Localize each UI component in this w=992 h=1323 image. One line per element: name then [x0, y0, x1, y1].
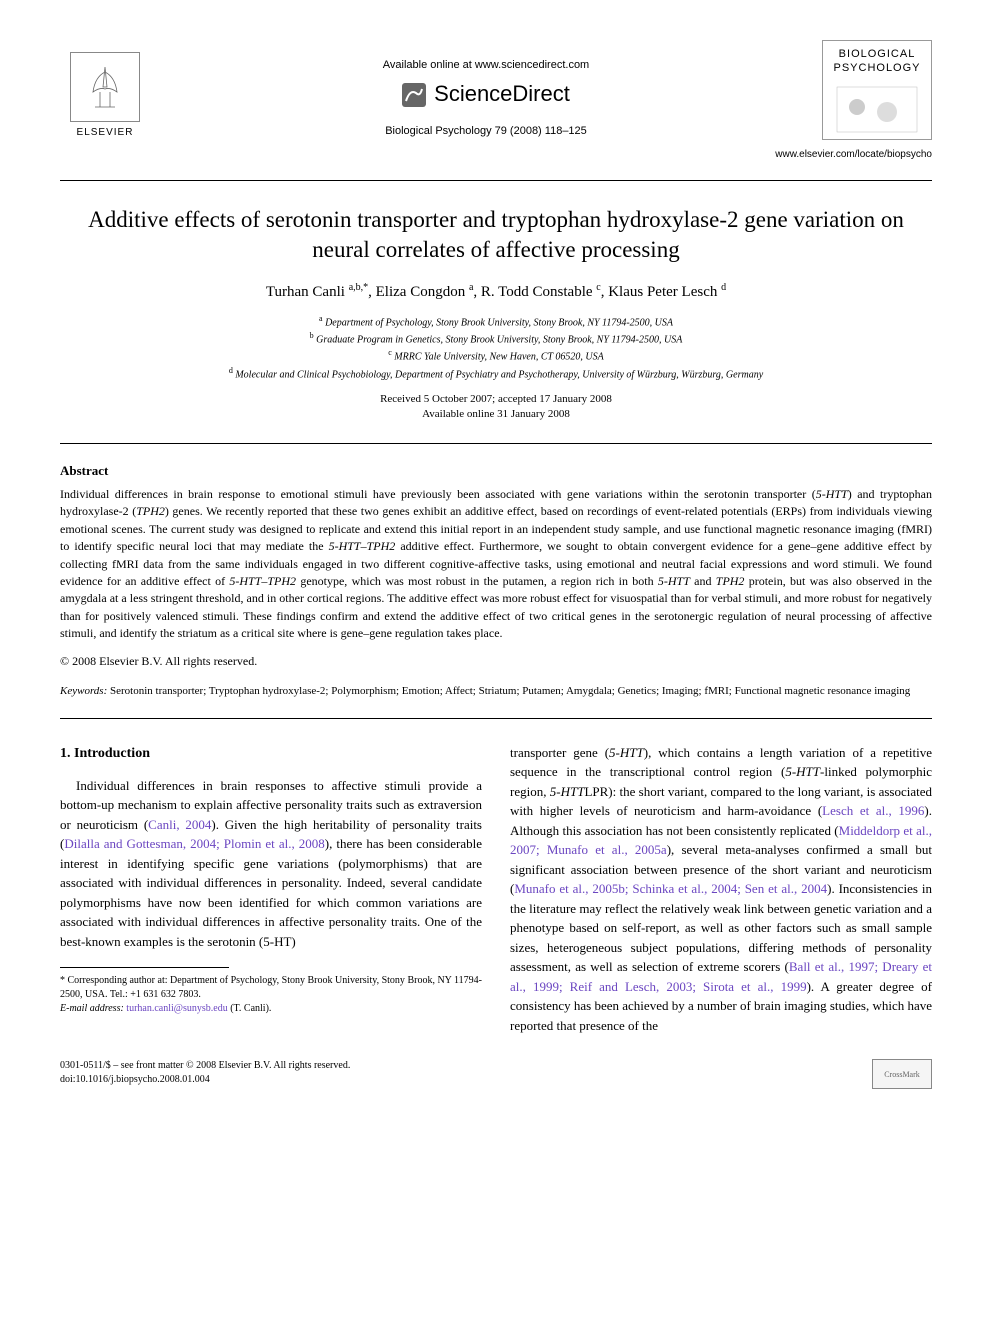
right-column: transporter gene (5-HTT), which contains… — [510, 743, 932, 1036]
page-footer: 0301-0511/$ – see front matter © 2008 El… — [60, 1059, 932, 1089]
abstract-top-divider — [60, 443, 932, 444]
abstract-copyright: © 2008 Elsevier B.V. All rights reserved… — [60, 653, 932, 670]
sciencedirect-icon — [402, 83, 426, 107]
keywords-text: Serotonin transporter; Tryptophan hydrox… — [110, 685, 910, 697]
corresponding-author-footnote: * Corresponding author at: Department of… — [60, 974, 482, 1016]
section-heading-intro: 1. Introduction — [60, 743, 482, 764]
journal-reference: Biological Psychology 79 (2008) 118–125 — [150, 124, 822, 139]
header-divider — [60, 180, 932, 181]
sciencedirect-text: ScienceDirect — [434, 79, 570, 110]
keywords: Keywords: Serotonin transporter; Tryptop… — [60, 683, 932, 700]
elsevier-logo: ELSEVIER — [60, 40, 150, 140]
elsevier-label: ELSEVIER — [77, 126, 134, 140]
footnote-divider — [60, 967, 229, 968]
footer-left: 0301-0511/$ – see front matter © 2008 El… — [60, 1059, 350, 1089]
article-title: Additive effects of serotonin transporte… — [60, 205, 932, 265]
keywords-label: Keywords: — [60, 685, 107, 697]
affiliations: a Department of Psychology, Stony Brook … — [60, 313, 932, 382]
corresponding-text: * Corresponding author at: Department of… — [60, 974, 482, 1002]
available-online-text: Available online at www.sciencedirect.co… — [150, 58, 822, 73]
center-header: Available online at www.sciencedirect.co… — [150, 40, 822, 140]
doi-line: doi:10.1016/j.biopsycho.2008.01.004 — [60, 1073, 350, 1087]
corresponding-email[interactable]: turhan.canli@sunysb.edu — [126, 1003, 227, 1014]
issn-line: 0301-0511/$ – see front matter © 2008 El… — [60, 1059, 350, 1073]
journal-url: www.elsevier.com/locate/biopsycho — [60, 148, 932, 162]
journal-header: ELSEVIER Available online at www.science… — [60, 40, 932, 140]
abstract-heading: Abstract — [60, 462, 932, 480]
email-line: E-mail address: turhan.canli@sunysb.edu … — [60, 1002, 482, 1016]
article-dates: Received 5 October 2007; accepted 17 Jan… — [60, 392, 932, 423]
authors: Turhan Canli a,b,*, Eliza Congdon a, R. … — [60, 281, 932, 303]
left-column: 1. Introduction Individual differences i… — [60, 743, 482, 1036]
crossmark-badge[interactable]: CrossMark — [872, 1059, 932, 1089]
sciencedirect-logo: ScienceDirect — [150, 79, 822, 110]
intro-paragraph-right: transporter gene (5-HTT), which contains… — [510, 743, 932, 1036]
abstract-text: Individual differences in brain response… — [60, 486, 932, 643]
journal-cover-line1: BIOLOGICAL — [829, 47, 925, 61]
journal-cover: BIOLOGICAL PSYCHOLOGY — [822, 40, 932, 140]
available-online-date: Available online 31 January 2008 — [60, 407, 932, 422]
intro-paragraph-left: Individual differences in brain response… — [60, 776, 482, 952]
body-columns: 1. Introduction Individual differences i… — [60, 743, 932, 1036]
email-suffix: (T. Canli). — [230, 1003, 271, 1014]
email-label: E-mail address: — [60, 1003, 124, 1014]
received-accepted-date: Received 5 October 2007; accepted 17 Jan… — [60, 392, 932, 407]
journal-cover-line2: PSYCHOLOGY — [829, 61, 925, 75]
elsevier-tree-icon — [70, 52, 140, 122]
abstract-bottom-divider — [60, 718, 932, 719]
